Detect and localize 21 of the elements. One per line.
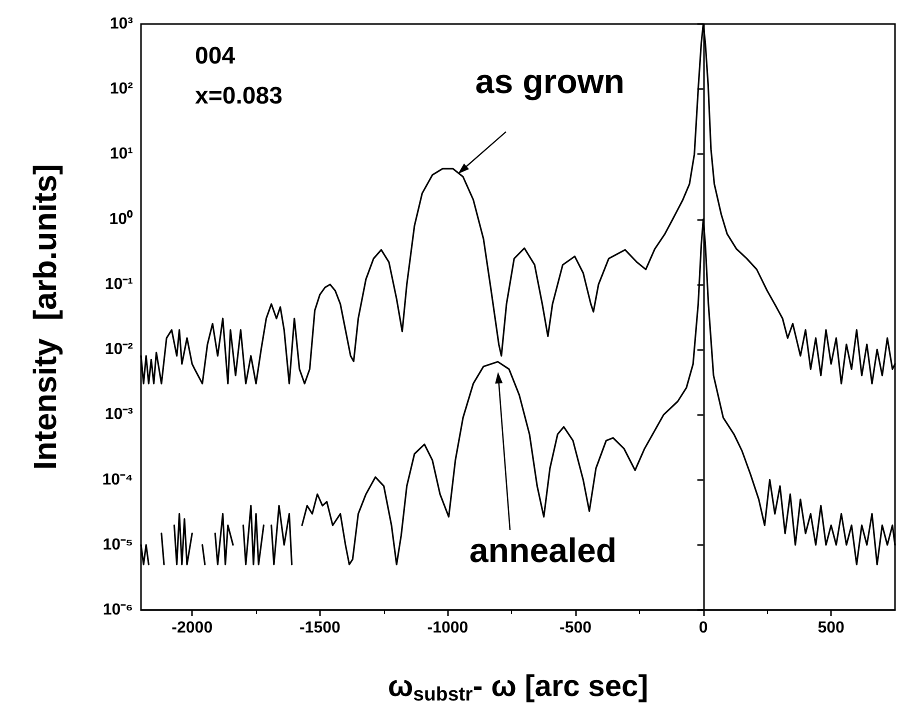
annotation: as grown	[475, 62, 625, 101]
x-tick-label: -1500	[299, 620, 340, 636]
y-tick-label: 10¹	[110, 146, 133, 163]
y-tick-label: 10⁰	[109, 210, 133, 228]
x-tick-label: 0	[698, 620, 708, 636]
y-tick-label: 10⁻³	[104, 406, 133, 424]
annotation: annealed	[469, 532, 617, 570]
y-tick-label: 10⁻¹	[104, 276, 133, 293]
y-tick-label: 10⁻⁶	[102, 602, 133, 618]
x-tick-label: -1000	[427, 620, 468, 636]
y-tick-label: 10⁻²	[104, 341, 133, 358]
y-axis-title: Intensity [arb.units]	[27, 164, 63, 470]
annotation: x=0.083	[195, 82, 282, 110]
y-tick-label: 10⁻⁴	[102, 471, 134, 488]
x-tick-label: -2000	[172, 620, 213, 636]
y-tick-label: 10⁻⁵	[102, 536, 133, 554]
annotation: 004	[195, 42, 236, 70]
x-tick-label: 500	[818, 620, 845, 636]
y-tick-label: 10³	[110, 16, 133, 32]
x-tick-label: -500	[559, 620, 592, 636]
y-tick-label: 10²	[110, 80, 133, 98]
